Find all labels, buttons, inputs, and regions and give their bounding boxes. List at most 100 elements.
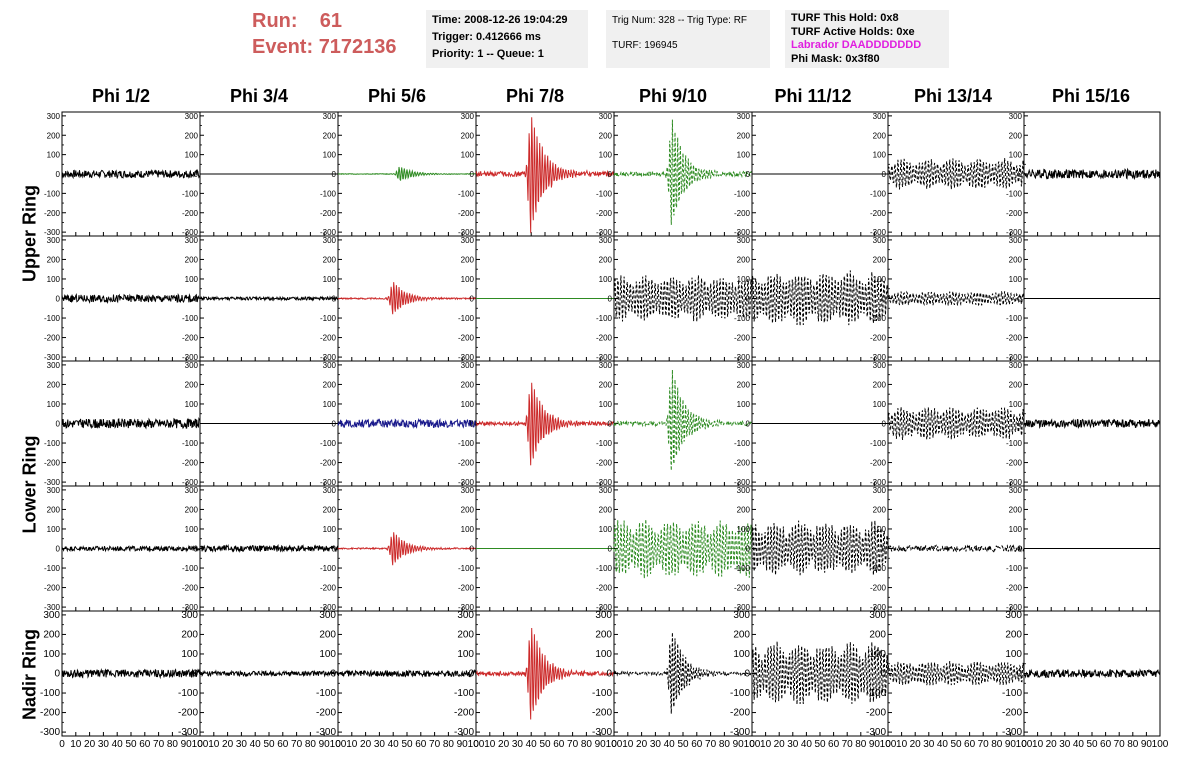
y-tick-label: -200 [1002,708,1022,719]
x-tick-label: 60 [1100,739,1112,750]
y-tick-label: 200 [595,629,612,640]
y-tick-label: -300 [40,727,60,738]
turf-info-box: TURF This Hold: 0x8 TURF Active Holds: 0… [785,10,949,68]
y-tick-label: 200 [461,505,475,514]
y-tick-label: 200 [737,380,751,389]
x-tick-label: 70 [705,739,717,750]
x-tick-label: 0 [1021,739,1027,750]
x-tick-label: 60 [553,739,565,750]
x-tick-label: 30 [1059,739,1071,750]
y-tick-label: 200 [1009,380,1023,389]
y-tick-label: 200 [185,131,199,140]
y-tick-label: 100 [873,525,887,534]
y-tick-label: 300 [1009,361,1023,370]
y-tick-label: 100 [323,525,337,534]
x-tick-label: 20 [360,739,372,750]
y-tick-label: -200 [870,209,887,218]
x-tick-label: 10 [208,739,220,750]
y-tick-label: 100 [1009,151,1023,160]
y-tick-label: 200 [319,629,336,640]
y-tick-label: -300 [870,353,887,362]
waveform-line [337,668,477,678]
y-tick-label: -300 [178,727,198,738]
y-tick-label: -100 [320,189,337,198]
y-tick-label: -300 [1006,478,1023,487]
y-tick-label: -100 [870,439,887,448]
y-tick-label: 0 [470,170,475,179]
y-tick-label: 200 [181,629,198,640]
y-tick-label: -200 [592,708,612,719]
waveform-line [1023,418,1161,429]
x-tick-label: 90 [181,739,193,750]
x-tick-label: 90 [1005,739,1017,750]
y-tick-label: -100 [182,439,199,448]
y-tick-label: -200 [44,209,61,218]
x-tick-label: 0 [885,739,891,750]
y-tick-label: 0 [882,420,887,429]
y-tick-label: -100 [596,439,613,448]
x-tick-label: 30 [98,739,110,750]
y-tick-label: 200 [47,380,61,389]
y-tick-label: -100 [870,189,887,198]
y-tick-label: -300 [320,228,337,237]
y-tick-label: -300 [1002,727,1022,738]
waveform-line [61,544,201,553]
y-tick-label: 200 [1009,255,1023,264]
y-tick-label: -100 [458,314,475,323]
waveform-line [1023,668,1161,679]
y-tick-label: 200 [1005,629,1022,640]
x-tick-label: 30 [923,739,935,750]
y-tick-label: -300 [44,603,61,612]
y-tick-label: -200 [596,334,613,343]
run-label: Run: [252,10,298,32]
x-tick-label: 80 [167,739,179,750]
y-tick-label: -100 [182,189,199,198]
y-tick-label: 100 [319,649,336,660]
y-tick-label: 200 [461,255,475,264]
y-tick-label: 200 [323,255,337,264]
y-tick-label: -100 [734,564,751,573]
x-tick-label: 100 [1016,739,1033,750]
x-tick-label: 70 [1114,739,1126,750]
y-tick-label: 0 [194,545,199,554]
x-tick-label: 100 [192,739,209,750]
y-tick-label: -300 [320,478,337,487]
y-tick-label: 0 [606,669,612,680]
x-tick-label: 60 [277,739,289,750]
y-tick-label: -100 [458,189,475,198]
x-tick-label: 50 [677,739,689,750]
panel-frame [613,360,753,487]
y-tick-label: 200 [873,131,887,140]
y-tick-label: -100 [454,688,474,699]
y-tick-label: 0 [56,420,61,429]
y-tick-label: -200 [870,584,887,593]
y-tick-label: -100 [44,564,61,573]
x-tick-label: 70 [429,739,441,750]
y-tick-label: 0 [194,295,199,304]
x-tick-label: 60 [828,739,840,750]
y-tick-label: 0 [882,545,887,554]
x-tick-label: 10 [1032,739,1044,750]
x-tick-label: 70 [842,739,854,750]
x-tick-label: 0 [335,739,341,750]
event-label: Event: [252,36,314,58]
x-tick-label: 30 [512,739,524,750]
y-tick-label: -100 [1006,314,1023,323]
y-tick-label: 0 [56,545,61,554]
y-tick-label: -100 [178,688,198,699]
y-tick-label: 300 [323,361,337,370]
waveform-line [337,166,477,181]
priority-text: Priority: 1 -- Queue: 1 [432,48,544,60]
trig-num-text: Trig Num: 328 -- Trig Type: RF [612,15,748,26]
y-tick-label: 300 [1005,610,1022,621]
y-tick-label: 0 [746,295,751,304]
x-tick-label: 40 [1073,739,1085,750]
y-tick-label: -300 [182,603,199,612]
y-tick-label: -200 [316,708,336,719]
x-tick-label: 40 [801,739,813,750]
waveform-line [475,117,615,234]
y-tick-label: -300 [596,228,613,237]
x-tick-label: 30 [374,739,386,750]
y-tick-label: 100 [47,400,61,409]
x-tick-label: 20 [84,739,96,750]
